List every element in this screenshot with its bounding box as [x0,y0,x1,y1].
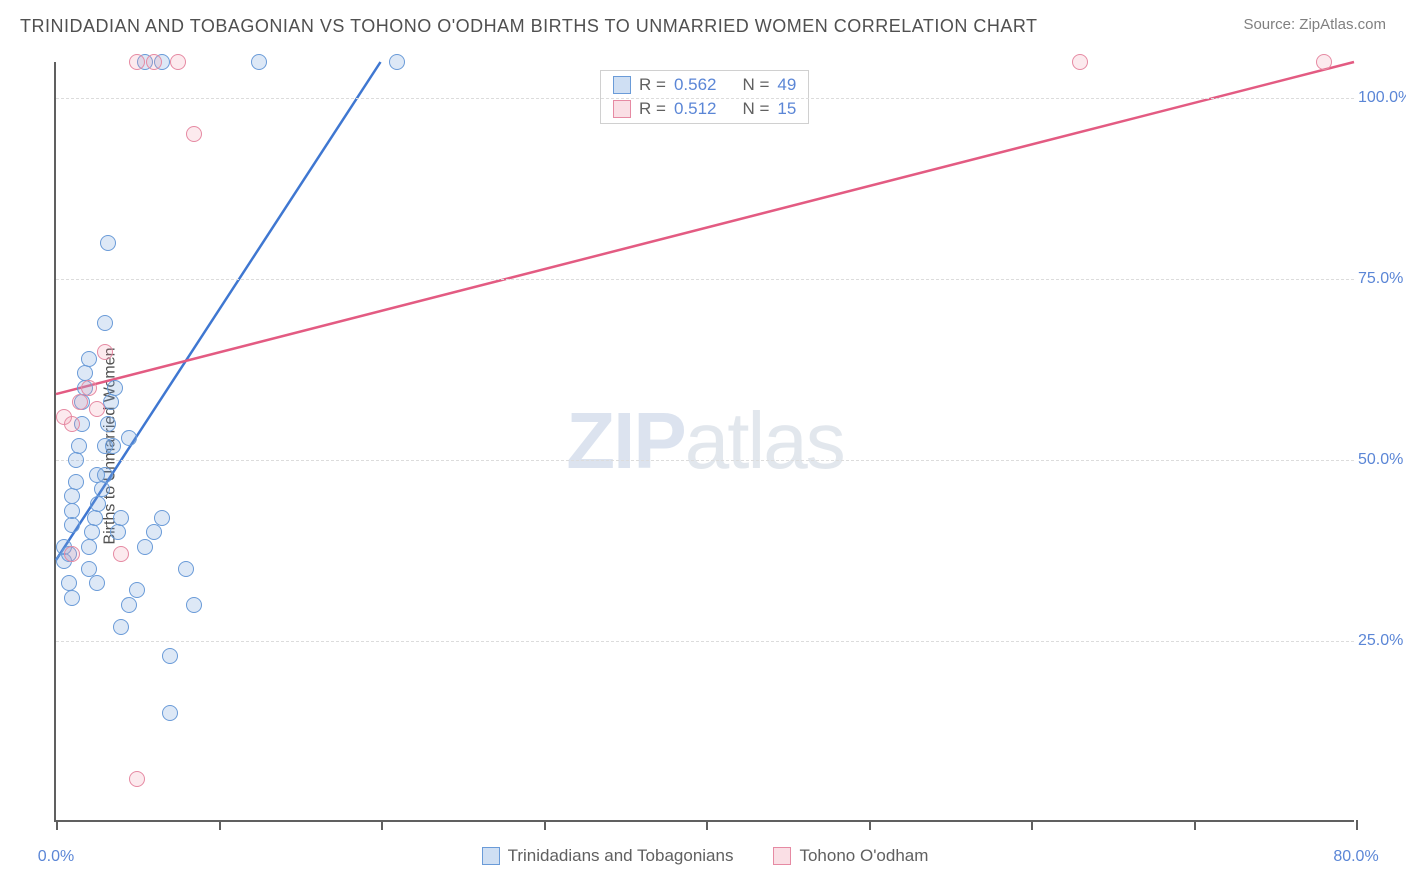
grid-line [56,641,1354,642]
data-point-trinidadians [103,394,119,410]
series-legend-label: Trinidadians and Tobagonians [508,846,734,866]
legend-swatch-pink [773,847,791,865]
data-point-tohono [64,546,80,562]
data-point-tohono [129,54,145,70]
legend-r-label: R = [639,99,666,119]
data-point-tohono [89,401,105,417]
x-tick-label: 0.0% [38,848,74,866]
watermark-atlas: atlas [685,396,844,485]
y-tick-label: 100.0% [1358,89,1406,107]
data-point-trinidadians [107,380,123,396]
data-point-trinidadians [100,416,116,432]
data-point-trinidadians [87,510,103,526]
x-tick-mark [869,820,871,830]
data-point-trinidadians [89,467,105,483]
data-point-tohono [72,394,88,410]
y-tick-label: 25.0% [1358,632,1406,650]
legend-n-label: N = [742,75,769,95]
data-point-tohono [97,344,113,360]
data-point-trinidadians [113,619,129,635]
data-point-trinidadians [100,235,116,251]
trend-lines-layer [56,62,1354,820]
data-point-tohono [81,380,97,396]
data-point-trinidadians [162,705,178,721]
y-tick-label: 50.0% [1358,451,1406,469]
data-point-trinidadians [110,524,126,540]
data-point-trinidadians [68,452,84,468]
grid-line [56,98,1354,99]
legend-n-value: 49 [777,75,796,95]
data-point-trinidadians [146,524,162,540]
data-point-tohono [129,771,145,787]
data-point-trinidadians [64,488,80,504]
watermark-zip: ZIP [566,396,684,485]
data-point-tohono [113,546,129,562]
x-tick-mark [1356,820,1358,830]
data-point-tohono [186,126,202,142]
data-point-trinidadians [137,539,153,555]
data-point-trinidadians [64,503,80,519]
data-point-trinidadians [89,575,105,591]
data-point-tohono [1072,54,1088,70]
grid-line [56,460,1354,461]
x-tick-mark [381,820,383,830]
legend-r-value: 0.512 [674,99,717,119]
series-legend-item: Tohono O'odham [773,846,928,866]
data-point-trinidadians [77,365,93,381]
data-point-tohono [1316,54,1332,70]
data-point-trinidadians [68,474,84,490]
data-point-trinidadians [186,597,202,613]
series-legend-item: Trinidadians and Tobagonians [482,846,734,866]
data-point-tohono [146,54,162,70]
watermark: ZIPatlas [566,395,843,487]
legend-r-label: R = [639,75,666,95]
data-point-trinidadians [162,648,178,664]
source-attribution: Source: ZipAtlas.com [1243,16,1386,33]
chart-title: TRINIDADIAN AND TOBAGONIAN VS TOHONO O'O… [20,16,1038,37]
y-tick-label: 75.0% [1358,270,1406,288]
data-point-trinidadians [90,496,106,512]
data-point-trinidadians [81,351,97,367]
x-tick-label: 80.0% [1333,848,1378,866]
legend-n-value: 15 [777,99,796,119]
legend-swatch-blue [613,76,631,94]
data-point-trinidadians [251,54,267,70]
legend-swatch-pink [613,100,631,118]
data-point-trinidadians [64,590,80,606]
legend-n-label: N = [742,99,769,119]
x-tick-mark [706,820,708,830]
x-tick-mark [1031,820,1033,830]
correlation-legend: R = 0.562 N = 49 R = 0.512 N = 15 [600,70,809,124]
series-legend: Trinidadians and Tobagonians Tohono O'odh… [56,846,1354,866]
x-tick-mark [544,820,546,830]
legend-r-value: 0.562 [674,75,717,95]
correlation-legend-row: R = 0.562 N = 49 [601,73,808,97]
data-point-trinidadians [154,510,170,526]
data-point-trinidadians [84,524,100,540]
data-point-trinidadians [121,597,137,613]
data-point-trinidadians [81,561,97,577]
data-point-trinidadians [94,481,110,497]
grid-line [56,279,1354,280]
data-point-trinidadians [64,517,80,533]
legend-swatch-blue [482,847,500,865]
data-point-trinidadians [81,539,97,555]
data-point-trinidadians [121,430,137,446]
data-point-trinidadians [97,315,113,331]
data-point-trinidadians [178,561,194,577]
x-tick-mark [1194,820,1196,830]
data-point-trinidadians [105,438,121,454]
data-point-tohono [170,54,186,70]
data-point-trinidadians [71,438,87,454]
correlation-legend-row: R = 0.512 N = 15 [601,97,808,121]
x-tick-mark [56,820,58,830]
data-point-trinidadians [389,54,405,70]
plot-area: ZIPatlas R =0.562N =49R =0.512N =15 Trin… [54,62,1354,822]
series-legend-label: Tohono O'odham [799,846,928,866]
data-point-trinidadians [129,582,145,598]
data-point-trinidadians [61,575,77,591]
data-point-tohono [64,416,80,432]
data-point-trinidadians [113,510,129,526]
x-tick-mark [219,820,221,830]
